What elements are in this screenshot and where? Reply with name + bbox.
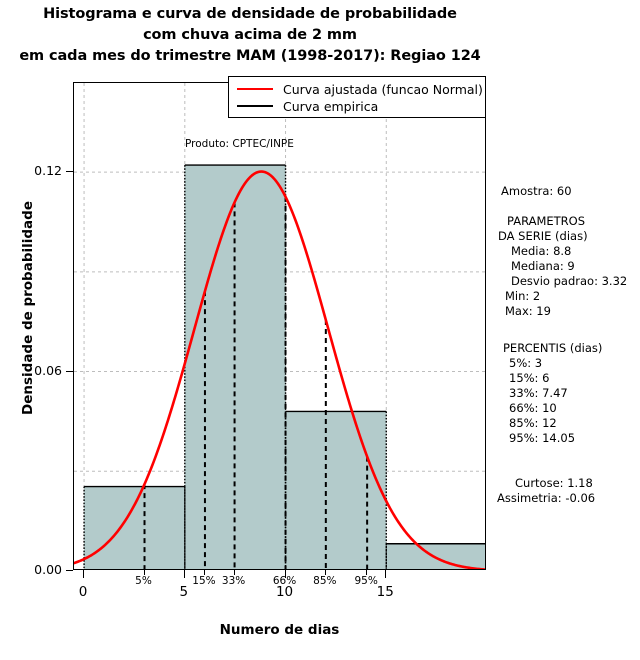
percentile-tick-label: 66%	[272, 575, 297, 587]
title-line-2: com chuva acima de 2 mm	[143, 27, 357, 43]
stat-desvio: Desvio padrao: 3.32	[511, 274, 628, 288]
legend-item-empirical: Curva empirica	[237, 98, 378, 114]
y-axis-tick-label: 0.06	[34, 362, 62, 378]
stat-curtose: Curtose: 1.18	[515, 476, 593, 490]
percentile-tick-mark	[203, 570, 205, 575]
produto-annotation: Produto: CPTEC/INPE	[185, 138, 294, 150]
x-axis-tick-mark	[83, 570, 85, 578]
fitted-normal-curve	[74, 170, 485, 569]
y-axis-tick-mark	[66, 171, 73, 173]
stat-assimetria: Assimetria: -0.06	[497, 491, 596, 505]
y-axis-tick-label: 0.12	[34, 163, 62, 179]
chart-title: Histograma e curva de densidade de proba…	[0, 4, 500, 67]
percentile-markers	[143, 196, 369, 569]
chart-legend: Curva ajustada (funcao Normal) Curva emp…	[228, 76, 486, 118]
percentile-tick-mark	[366, 570, 368, 575]
histogram-bar	[84, 486, 185, 569]
stat-amostra: Amostra: 60	[501, 184, 572, 198]
stat-max: Max: 19	[505, 304, 551, 318]
percentile-tick-label: 33%	[221, 575, 246, 587]
stat-p15: 15%: 6	[509, 371, 550, 385]
legend-swatch-empirical-icon	[237, 105, 273, 107]
percentile-tick-label: 95%	[354, 575, 378, 587]
percentile-tick-label: 5%	[135, 575, 152, 587]
percentile-tick-label: 85%	[313, 575, 337, 587]
stat-p05: 5%: 3	[509, 356, 543, 370]
y-axis-label: Densidade de probabilidade	[20, 201, 36, 415]
stat-min: Min: 2	[505, 289, 541, 303]
stat-p66: 66%: 10	[509, 401, 557, 415]
statistics-panel: Amostra: 60 PARAMETROS DA SERIE (dias) M…	[493, 0, 640, 660]
stat-percentis-title: PERCENTIS (dias)	[503, 341, 603, 355]
stat-param-title2: DA SERIE (dias)	[498, 229, 588, 243]
stat-p33: 33%: 7.47	[509, 386, 568, 400]
x-axis-tick-mark	[183, 570, 185, 578]
percentile-tick-mark	[284, 570, 286, 575]
stat-p85: 85%: 12	[509, 416, 557, 430]
x-axis-tick-label: 15	[376, 584, 394, 600]
percentile-tick-label: 15%	[192, 575, 216, 587]
title-line-1: Histograma e curva de densidade de proba…	[43, 6, 457, 22]
stat-mediana: Mediana: 9	[511, 259, 575, 273]
percentile-tick-mark	[143, 570, 145, 575]
legend-swatch-fitted-icon	[237, 88, 273, 90]
x-axis-tick-label: 5	[179, 584, 189, 600]
stat-media: Media: 8.8	[511, 244, 572, 258]
histogram-svg	[74, 83, 485, 569]
stat-param-title1: PARAMETROS	[507, 214, 586, 228]
y-axis-tick-label: 0.00	[34, 562, 62, 577]
x-axis-label: Numero de dias	[219, 622, 340, 638]
x-axis-tick-label: 0	[78, 584, 88, 600]
percentile-tick-mark	[324, 570, 326, 575]
y-axis-tick-mark	[66, 570, 73, 571]
percentile-tick-mark	[233, 570, 235, 575]
x-axis-tick-label: 10	[275, 584, 294, 600]
legend-item-fitted: Curva ajustada (funcao Normal)	[237, 81, 483, 97]
histogram-bar	[285, 411, 387, 569]
plot-area	[73, 82, 486, 570]
x-axis-tick-mark	[385, 570, 387, 578]
y-axis-tick-mark	[66, 370, 73, 372]
legend-label-empirical: Curva empirica	[283, 98, 379, 114]
title-line-3: em cada mes do trimestre MAM (1998-2017)…	[19, 48, 481, 64]
stat-p95: 95%: 14.05	[509, 431, 576, 445]
legend-label-fitted: Curva ajustada (funcao Normal)	[283, 81, 483, 97]
